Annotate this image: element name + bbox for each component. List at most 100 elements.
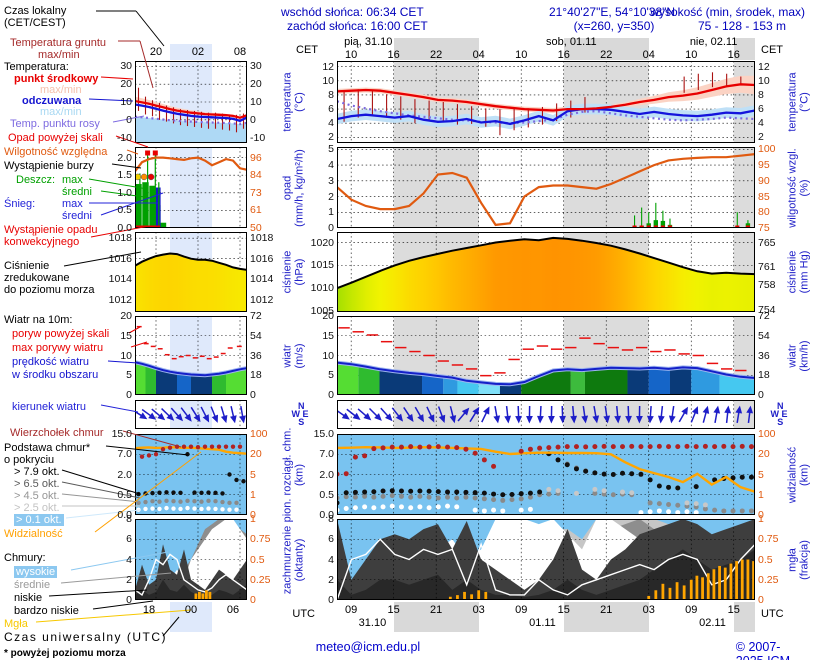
axis-tick-label: 1018 bbox=[108, 232, 132, 245]
axis-tick-label: 73 bbox=[250, 186, 262, 199]
cet-tick-label: 16 bbox=[387, 49, 400, 61]
legend-item-poryw: poryw powyżej skali bbox=[12, 328, 110, 340]
axis-tick-label: 0.25 bbox=[758, 573, 779, 586]
axis-unit-label: temperatura (°C) bbox=[281, 72, 306, 132]
axis-tick-label: 30 bbox=[120, 60, 132, 73]
utc-axis-title: UTC bbox=[761, 608, 784, 620]
axis-unit-label: wiatr (m/s) bbox=[281, 342, 306, 369]
axis-tick-label: 50 bbox=[250, 222, 262, 234]
axis-tick-label: 1012 bbox=[108, 293, 132, 306]
axis-unit-label: ciśnienie (mm Hg) bbox=[786, 250, 811, 294]
axis-tick-label: 8 bbox=[328, 513, 334, 525]
legend-item-wierz: Wierzchołek chmur bbox=[10, 427, 104, 439]
cet-tick-label: 08 bbox=[233, 46, 247, 58]
cet-tick-label: 04 bbox=[472, 49, 485, 61]
axis-tick-label: 0.5 bbox=[250, 553, 265, 566]
date-label: 02.11 bbox=[699, 617, 726, 629]
axis-unit-label: opad (mm/h, kg/m²/h) bbox=[281, 148, 306, 227]
utc-tick-label: 21 bbox=[600, 604, 613, 616]
legend-item-note: * powyżej poziomu morza bbox=[4, 648, 126, 659]
legend-item-utc: Czas uniwersalny (UTC) bbox=[4, 630, 168, 644]
axis-tick-label: 10 bbox=[250, 96, 262, 108]
axis-tick-label: 36 bbox=[758, 349, 770, 362]
axis-tick-label: -10 bbox=[250, 131, 266, 144]
cet-tick-label: 20 bbox=[149, 46, 163, 58]
utc-tick-label: 15 bbox=[387, 604, 400, 616]
cet-axis-title: CET bbox=[296, 44, 318, 56]
cet-tick-label: 16 bbox=[727, 49, 740, 61]
coordinates-text: 21°40'27"E, 54°10'38"N bbox=[548, 5, 676, 19]
axis-tick-label: 1014 bbox=[108, 273, 132, 286]
utc-tick-label: 09 bbox=[685, 604, 698, 616]
axis-tick-label: 1.5 bbox=[117, 169, 132, 182]
night-shading-band bbox=[170, 44, 212, 60]
axis-tick-label: 765 bbox=[758, 236, 776, 249]
legend-item-okonw2: konwekcyjnego bbox=[4, 236, 80, 248]
panel-temperature-thumb bbox=[134, 61, 248, 143]
day-label: sob, 01.11 bbox=[546, 36, 597, 48]
axis-tick-label: 20 bbox=[250, 448, 262, 461]
axis-tick-label: 12 bbox=[758, 60, 770, 73]
axis-tick-label: 0 bbox=[328, 222, 334, 234]
legend-item-gruntu1: Temperatura gruntu bbox=[10, 37, 106, 49]
legend-item-widz: Widzialność bbox=[4, 528, 63, 540]
cet-tick-label: 04 bbox=[642, 49, 655, 61]
axis-tick-label: 0 bbox=[250, 389, 256, 401]
axis-tick-label: 6 bbox=[126, 533, 132, 546]
utc-tick-label: 18 bbox=[142, 604, 156, 616]
axis-tick-label: 0 bbox=[758, 594, 764, 606]
axis-tick-label: 15 bbox=[120, 329, 132, 342]
panel-wind-direction-thumb bbox=[132, 400, 247, 429]
axis-tick-label: 20 bbox=[250, 78, 262, 91]
utc-tick-label: 21 bbox=[430, 604, 443, 616]
legend-item-gruntu2: max/min bbox=[38, 49, 80, 61]
legend-item-opow: Opad powyżej skali bbox=[8, 132, 103, 144]
legend-item-wilg: Wilgotność względna bbox=[4, 146, 108, 158]
legend-item-pred2: w środku obszaru bbox=[12, 369, 99, 381]
axis-tick-label: 0 bbox=[126, 594, 132, 606]
utc-tick-label: 03 bbox=[642, 604, 655, 616]
axis-unit-label: mgła (frakcja) bbox=[786, 539, 811, 580]
axis-tick-label: 0 bbox=[758, 389, 764, 401]
utc-tick-label: 15 bbox=[727, 604, 740, 616]
sunset-text: zachód słońca: 16:00 CET bbox=[287, 19, 428, 33]
legend-item-pod1: Podstawa chmur* bbox=[4, 442, 91, 454]
date-label: 01.11 bbox=[529, 617, 556, 629]
axis-tick-label: 1.0 bbox=[117, 186, 132, 199]
axis-tick-label: 5 bbox=[250, 468, 256, 481]
legend-item-rosy: Temp. punktu rosy bbox=[10, 118, 100, 130]
night-shading-band bbox=[393, 38, 479, 60]
axis-tick-label: 2.0 bbox=[319, 468, 334, 481]
email-link[interactable]: meteo@icm.edu.pl bbox=[315, 640, 421, 654]
axis-unit-label: widzialność (km) bbox=[786, 446, 811, 503]
legend-item-cis1: Ciśnienie bbox=[4, 260, 50, 272]
axis-tick-label: 4 bbox=[328, 117, 334, 130]
axis-tick-label: 6 bbox=[758, 103, 764, 116]
utc-axis-title: UTC bbox=[292, 608, 315, 620]
legend-item-okonw1: Wystąpienie opadu bbox=[4, 224, 98, 236]
axis-tick-label: 100 bbox=[758, 143, 776, 156]
axis-tick-label: 0.5 bbox=[758, 553, 773, 566]
panel-precipitation-main bbox=[336, 147, 756, 228]
night-shading-band bbox=[393, 602, 479, 632]
axis-tick-label: 61 bbox=[250, 204, 262, 217]
axis-unit-label: zachmurzenie (oktanty) bbox=[281, 525, 306, 594]
legend-item-slab: Śnieg: bbox=[4, 198, 36, 210]
panel-cloudiness-thumb bbox=[134, 519, 248, 600]
axis-tick-label: 1020 bbox=[310, 236, 334, 249]
panel-wind-thumb bbox=[134, 316, 248, 395]
axis-tick-label: 72 bbox=[250, 310, 262, 322]
axis-tick-label: 2 bbox=[758, 131, 764, 144]
axis-tick-label: 1 bbox=[328, 206, 334, 219]
axis-tick-label: 1012 bbox=[250, 293, 274, 306]
cet-tick-label: 10 bbox=[345, 49, 358, 61]
axis-tick-label: 1014 bbox=[250, 273, 274, 286]
axis-tick-label: 7.0 bbox=[117, 448, 132, 461]
legend-item-czas1: Czas lokalny bbox=[4, 5, 67, 17]
axis-tick-label: 2 bbox=[328, 190, 334, 203]
axis-tick-label: 0.75 bbox=[250, 533, 271, 546]
axis-tick-label: 1 bbox=[250, 488, 256, 501]
axis-tick-label: 758 bbox=[758, 279, 776, 292]
cet-tick-label: 22 bbox=[600, 49, 613, 61]
